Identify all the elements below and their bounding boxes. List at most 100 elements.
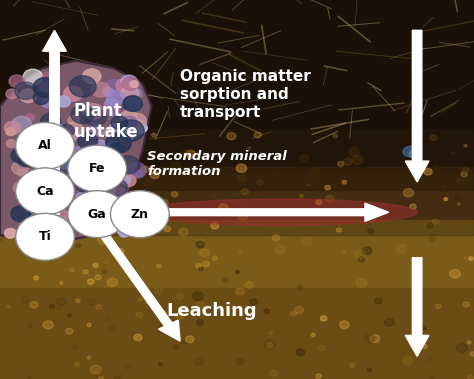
- Circle shape: [102, 270, 107, 274]
- Circle shape: [227, 133, 236, 140]
- Circle shape: [43, 145, 59, 157]
- Circle shape: [433, 164, 439, 169]
- Circle shape: [424, 168, 432, 175]
- Circle shape: [461, 172, 467, 177]
- Circle shape: [157, 310, 167, 319]
- Circle shape: [316, 374, 321, 378]
- Circle shape: [25, 141, 41, 153]
- Circle shape: [88, 159, 108, 175]
- Circle shape: [98, 236, 108, 244]
- Circle shape: [18, 154, 34, 167]
- Circle shape: [123, 96, 143, 111]
- Text: Organic matter
sorption and
transport: Organic matter sorption and transport: [180, 69, 311, 120]
- Circle shape: [104, 165, 113, 172]
- Circle shape: [179, 228, 188, 236]
- Circle shape: [114, 377, 120, 379]
- Circle shape: [186, 185, 191, 189]
- Circle shape: [95, 275, 101, 280]
- Circle shape: [172, 192, 178, 197]
- Circle shape: [469, 257, 473, 260]
- Circle shape: [100, 201, 121, 218]
- Circle shape: [87, 279, 94, 284]
- Circle shape: [157, 265, 161, 268]
- Circle shape: [185, 336, 194, 343]
- Circle shape: [4, 121, 21, 135]
- Circle shape: [106, 179, 128, 196]
- Circle shape: [38, 148, 41, 151]
- Circle shape: [135, 170, 143, 177]
- Circle shape: [100, 184, 115, 196]
- Circle shape: [78, 149, 91, 159]
- Circle shape: [123, 116, 137, 127]
- Circle shape: [110, 191, 169, 238]
- Circle shape: [291, 312, 296, 316]
- Circle shape: [137, 218, 144, 224]
- Circle shape: [26, 114, 34, 121]
- Circle shape: [22, 186, 38, 199]
- Circle shape: [6, 89, 18, 99]
- Circle shape: [134, 334, 142, 341]
- Circle shape: [57, 298, 66, 305]
- Text: Fe: Fe: [89, 162, 105, 175]
- Circle shape: [349, 147, 359, 156]
- Circle shape: [128, 119, 146, 135]
- Circle shape: [68, 116, 80, 125]
- Circle shape: [111, 216, 120, 223]
- Circle shape: [358, 257, 365, 262]
- Circle shape: [123, 96, 142, 111]
- Circle shape: [87, 323, 91, 327]
- Circle shape: [88, 298, 96, 305]
- Circle shape: [342, 251, 346, 254]
- Circle shape: [104, 204, 119, 215]
- Circle shape: [178, 171, 183, 175]
- Circle shape: [82, 69, 101, 83]
- Circle shape: [199, 267, 203, 271]
- Circle shape: [104, 260, 109, 263]
- Circle shape: [311, 333, 315, 337]
- Circle shape: [52, 226, 60, 233]
- Circle shape: [127, 193, 143, 206]
- Circle shape: [127, 97, 141, 109]
- Circle shape: [114, 188, 126, 197]
- Circle shape: [42, 194, 56, 205]
- Circle shape: [202, 261, 209, 267]
- Circle shape: [397, 244, 407, 253]
- Circle shape: [44, 190, 59, 203]
- Circle shape: [211, 222, 219, 229]
- FancyArrow shape: [137, 203, 389, 221]
- Circle shape: [107, 91, 125, 105]
- Circle shape: [139, 223, 145, 228]
- Circle shape: [87, 152, 103, 165]
- Circle shape: [173, 345, 179, 350]
- Text: Ti: Ti: [39, 230, 51, 243]
- Circle shape: [105, 141, 124, 156]
- Circle shape: [186, 150, 196, 158]
- Circle shape: [2, 135, 8, 139]
- Circle shape: [337, 228, 341, 232]
- Circle shape: [194, 357, 203, 365]
- Circle shape: [105, 99, 118, 109]
- Circle shape: [28, 325, 32, 328]
- Circle shape: [57, 210, 69, 220]
- Circle shape: [384, 318, 394, 326]
- Circle shape: [241, 189, 248, 195]
- Circle shape: [192, 292, 203, 301]
- Circle shape: [42, 72, 55, 83]
- Circle shape: [69, 160, 72, 163]
- Circle shape: [410, 204, 416, 210]
- Circle shape: [339, 321, 349, 329]
- Circle shape: [177, 293, 184, 299]
- Circle shape: [70, 76, 96, 97]
- Bar: [0, 288, 474, 379]
- Circle shape: [20, 200, 31, 209]
- FancyArrow shape: [405, 30, 429, 182]
- Circle shape: [114, 186, 122, 192]
- Circle shape: [264, 309, 270, 314]
- Ellipse shape: [142, 199, 417, 226]
- Circle shape: [107, 188, 115, 194]
- Circle shape: [462, 168, 469, 173]
- Circle shape: [158, 363, 163, 366]
- Circle shape: [16, 168, 74, 215]
- Circle shape: [64, 128, 79, 141]
- Circle shape: [16, 122, 74, 169]
